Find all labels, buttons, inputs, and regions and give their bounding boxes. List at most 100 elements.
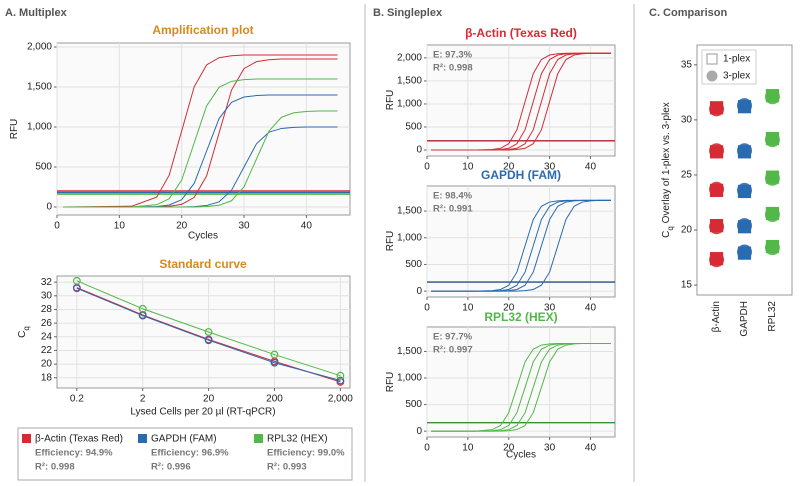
x-tick-label: 20 (503, 303, 515, 314)
fit-line (76, 280, 341, 377)
marker-3plex (764, 207, 780, 223)
stat-label: E: 97.7% (433, 332, 473, 343)
x-axis-label: Cycles (506, 450, 536, 461)
y-axis-label: Cq (17, 326, 31, 338)
y-tick-label: 0 (416, 426, 422, 437)
x-tick-label: 0 (424, 303, 430, 314)
y-axis-label-part: Overlay of 1-plex vs. 3-plex (661, 102, 672, 226)
y-tick-label: 500 (405, 259, 422, 270)
chart-title: β-Actin (Texas Red) (465, 26, 577, 40)
y-tick-label: 18 (41, 372, 53, 383)
x-tick-label: 20 (176, 221, 188, 232)
y-axis-label: Cq Overlay of 1-plex vs. 3-plex (661, 102, 675, 238)
x-tick-label: 40 (585, 443, 597, 454)
y-tick-label: 30 (41, 290, 53, 301)
y-axis-label-part: RFU (9, 119, 20, 140)
data-point (72, 276, 81, 285)
marker-3plex (764, 132, 780, 148)
y-tick-label: 32 (41, 277, 53, 288)
legend-label: 1-plex (723, 54, 750, 65)
legend-box (701, 49, 757, 85)
x-tick-label: 2,000 (328, 394, 353, 405)
legend-marker (706, 53, 718, 65)
chart-title: Standard curve (159, 257, 247, 271)
y-tick-label: 28 (41, 304, 53, 315)
y-tick-label: 2,000 (397, 53, 422, 64)
x-tick-label: 30 (544, 443, 556, 454)
data-point (270, 358, 279, 367)
x-tick-label: GAPDH (739, 301, 750, 337)
x-tick-label: 200 (266, 394, 283, 405)
legend-r2: R²: 0.993 (267, 462, 307, 473)
y-tick-label: 1,500 (27, 82, 52, 93)
marker-3plex (764, 240, 780, 256)
x-tick-label: 0 (54, 221, 60, 232)
marker-3plex (737, 98, 752, 114)
panel-label: A. Multiplex (5, 7, 68, 19)
y-axis-label-part: C (17, 331, 28, 338)
legend-efficiency: Efficiency: 96.9% (151, 448, 229, 459)
y-axis-label: RFU (9, 119, 20, 140)
marker-3plex (737, 244, 752, 260)
panel-label: C. Comparison (649, 7, 728, 19)
chart-title: RPL32 (HEX) (484, 310, 557, 324)
stat-label: E: 98.4% (433, 191, 473, 202)
data-point (204, 328, 213, 336)
x-tick-label: 40 (585, 303, 597, 314)
fit-line (76, 287, 341, 381)
x-tick-label: 0.2 (70, 394, 84, 405)
y-tick-label: 0 (416, 286, 422, 297)
stat-label: R²: 0.997 (433, 345, 473, 356)
y-tick-label: 35 (681, 59, 693, 70)
y-tick-label: 500 (35, 162, 52, 173)
y-axis-label-part: RFU (385, 231, 396, 252)
legend-marker (706, 70, 718, 82)
x-tick-label: RPL32 (767, 301, 778, 332)
data-point (204, 336, 213, 345)
legend-swatch (254, 434, 263, 443)
x-tick-label: 20 (503, 162, 515, 173)
y-tick-label: 1,000 (397, 99, 422, 110)
y-axis-label-part: RFU (385, 90, 396, 111)
x-tick-label: 20 (503, 443, 515, 454)
amplification-curve (63, 54, 338, 208)
amplification-curve (63, 94, 338, 208)
x-axis-label: Cycles (188, 231, 218, 242)
chart-title: GAPDH (FAM) (481, 168, 561, 182)
data-point (138, 304, 147, 313)
legend-swatch (138, 434, 147, 443)
y-axis-label-part: q (666, 226, 675, 230)
stat-label: R²: 0.998 (433, 63, 473, 74)
marker-3plex (737, 143, 752, 159)
y-tick-label: 24 (41, 331, 53, 342)
x-axis-label: Lysed Cells per 20 µl (RT-qPCR) (130, 407, 275, 418)
x-tick-label: β-Actin (711, 301, 722, 332)
y-tick-label: 20 (681, 225, 693, 236)
y-axis-label-part: C (661, 231, 672, 238)
legend-swatch (22, 434, 31, 443)
y-axis-label-part: RFU (385, 372, 396, 393)
marker-3plex (737, 218, 752, 234)
amplification-curve (431, 199, 611, 292)
legend-label: GAPDH (FAM) (151, 434, 217, 445)
y-tick-label: 1,500 (397, 76, 422, 87)
data-point (270, 350, 279, 359)
marker-3plex (709, 219, 725, 235)
legend-efficiency: Efficiency: 99.0% (267, 448, 345, 459)
chart-title: Amplification plot (152, 23, 253, 37)
stat-label: R²: 0.991 (433, 204, 473, 215)
marker-3plex (709, 252, 725, 268)
x-tick-label: 30 (544, 162, 556, 173)
stat-label: E: 97.3% (433, 50, 473, 61)
legend-label: β-Actin (Texas Red) (35, 434, 123, 445)
x-tick-label: 30 (238, 221, 250, 232)
plot-frame (56, 42, 351, 216)
x-tick-label: 40 (301, 221, 313, 232)
data-point (72, 284, 81, 293)
y-tick-label: 500 (405, 122, 422, 133)
amplification-curve (431, 342, 611, 432)
y-tick-label: 22 (41, 345, 53, 356)
y-tick-label: 1,000 (397, 232, 422, 243)
marker-3plex (709, 181, 725, 197)
